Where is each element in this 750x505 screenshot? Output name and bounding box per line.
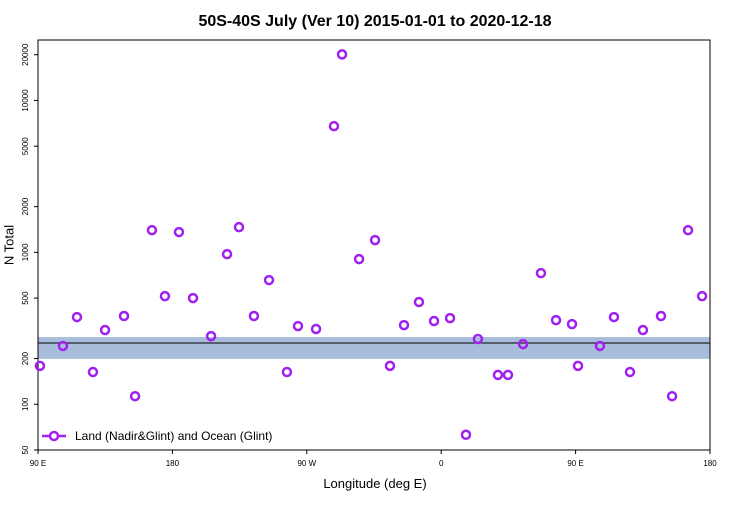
- data-point: [129, 390, 141, 402]
- data-point: [263, 274, 275, 286]
- legend-label: Land (Nadir&Glint) and Ocean (Glint): [75, 429, 272, 443]
- chart-title: 50S-40S July (Ver 10) 2015-01-01 to 2020…: [198, 13, 551, 30]
- data-point: [57, 340, 69, 352]
- data-point: [492, 369, 504, 381]
- data-point: [696, 290, 708, 302]
- data-point: [472, 333, 484, 345]
- y-tick-label: 10000: [21, 89, 30, 112]
- data-point: [535, 267, 547, 279]
- data-point: [248, 310, 260, 322]
- x-tick-label: 0: [439, 459, 444, 468]
- data-point: [328, 120, 340, 132]
- data-point: [624, 366, 636, 378]
- data-point: [99, 324, 111, 336]
- y-tick-label: 100: [21, 397, 30, 411]
- y-axis-label: N Total: [1, 225, 16, 265]
- data-point: [205, 330, 217, 342]
- y-tick-label: 20000: [21, 43, 30, 66]
- x-tick-label: 180: [703, 459, 717, 468]
- data-point: [87, 366, 99, 378]
- data-point: [444, 312, 456, 324]
- y-tick-label: 500: [21, 291, 30, 305]
- data-point: [173, 226, 185, 238]
- data-point: [353, 253, 365, 265]
- data-point: [666, 390, 678, 402]
- data-point: [637, 324, 649, 336]
- plot-frame: [37, 39, 711, 451]
- data-point: [336, 49, 348, 60]
- data-point: [369, 234, 381, 246]
- data-point: [460, 429, 472, 441]
- data-point: [517, 338, 529, 350]
- data-point: [413, 296, 425, 308]
- data-point: [608, 311, 620, 323]
- data-point: [281, 366, 293, 378]
- x-axis-label: Longitude (deg E): [323, 476, 426, 491]
- data-point: [118, 310, 130, 322]
- data-point: [34, 360, 46, 372]
- data-point: [384, 360, 396, 372]
- y-tick-label: 50: [21, 445, 30, 454]
- x-tick-label: 90 E: [30, 459, 46, 468]
- y-tick-label: 200: [21, 351, 30, 365]
- data-point: [221, 248, 233, 260]
- data-point: [502, 369, 514, 381]
- data-point: [159, 290, 171, 302]
- data-point: [310, 323, 322, 335]
- legend-marker: [48, 430, 60, 442]
- data-point: [292, 320, 304, 332]
- data-point: [187, 292, 199, 304]
- y-tick-label: 1000: [21, 243, 30, 261]
- data-point: [594, 340, 606, 352]
- data-point: [682, 224, 694, 236]
- data-point: [428, 315, 440, 327]
- x-tick-label: 180: [166, 459, 180, 468]
- data-point: [572, 360, 584, 372]
- y-tick-label: 2000: [21, 197, 30, 215]
- x-tick-label: 90 W: [297, 459, 316, 468]
- x-tick-label: 90 E: [567, 459, 583, 468]
- data-point: [71, 311, 83, 323]
- data-point: [655, 310, 667, 322]
- data-point: [146, 224, 158, 236]
- data-point: [398, 319, 410, 331]
- reference-band: [38, 337, 710, 359]
- data-point: [550, 314, 562, 326]
- y-tick-label: 5000: [21, 137, 30, 155]
- data-point: [233, 221, 245, 233]
- data-point: [566, 318, 578, 330]
